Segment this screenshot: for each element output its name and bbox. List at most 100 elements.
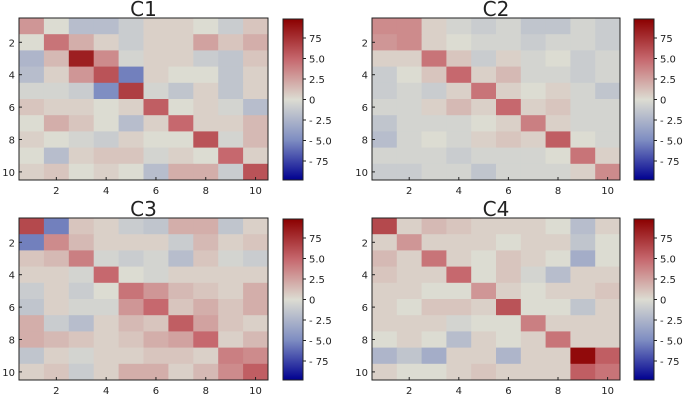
heatmap-cell <box>496 147 522 165</box>
heatmap-cell <box>372 34 398 51</box>
heatmap-cell <box>570 250 596 267</box>
heatmap-cell <box>570 115 596 132</box>
heatmap-cell <box>168 115 194 132</box>
heatmap-cell <box>218 347 244 365</box>
x-tick-label: 4 <box>456 186 462 197</box>
heatmap-cell <box>570 315 596 332</box>
heatmap-cell <box>496 282 522 300</box>
heatmap-cell <box>193 250 219 267</box>
heatmap-cell <box>118 50 144 67</box>
heatmap-cell <box>446 99 472 116</box>
colorbar-tick-label: 2.5 <box>309 275 325 286</box>
heatmap-cell <box>218 163 244 181</box>
heatmap-cell <box>372 147 398 165</box>
heatmap-cell <box>118 18 144 35</box>
heatmap-cell <box>243 99 269 116</box>
heatmap-cell <box>570 363 596 381</box>
heatmap-cell <box>595 315 621 332</box>
heatmap-cell <box>19 99 45 116</box>
heatmap-cell <box>118 266 144 284</box>
heatmap-cell <box>520 331 546 348</box>
heatmap-cell <box>93 163 119 181</box>
heatmap-cell <box>218 363 244 381</box>
y-tick-label: 6 <box>362 303 368 314</box>
heatmap-cell <box>218 331 244 348</box>
heatmap-cell <box>471 218 497 235</box>
x-tick-label: 6 <box>505 386 511 397</box>
heatmap-cell <box>471 115 497 132</box>
heatmap-cell <box>118 331 144 348</box>
heatmap-cell <box>143 115 169 132</box>
heatmap-cell <box>19 34 45 51</box>
heatmap-cell <box>421 331 447 348</box>
heatmap-cell <box>193 66 219 84</box>
heatmap-cell <box>168 99 194 116</box>
heatmap-cell <box>421 115 447 132</box>
heatmap-cell <box>19 163 45 181</box>
heatmap-cell <box>595 115 621 132</box>
heatmap-cell <box>19 299 45 316</box>
heatmap-cell <box>396 363 422 381</box>
heatmap-cell <box>372 115 398 132</box>
heatmap-cell <box>143 282 169 300</box>
heatmap-cell <box>545 315 571 332</box>
heatmap-cell <box>545 363 571 381</box>
heatmap-cell <box>496 250 522 267</box>
heatmap-cell <box>372 18 398 35</box>
heatmap-cell <box>520 282 546 300</box>
heatmap-cell <box>545 34 571 51</box>
heatmap-cell <box>68 163 95 181</box>
heatmap-cell <box>218 299 244 316</box>
heatmap-cell <box>570 50 596 67</box>
colorbar-tick-label: 0 <box>309 296 315 307</box>
heatmap-cell <box>19 18 45 35</box>
colorbar-tick-label: - 2.5 <box>309 116 332 127</box>
x-tick-label: 6 <box>153 386 159 397</box>
colorbar <box>283 219 303 380</box>
heatmap-cell <box>168 163 194 181</box>
heatmap-cell <box>446 50 472 67</box>
heatmap-cell <box>143 266 169 284</box>
heatmap-cell <box>118 99 144 116</box>
heatmap-cell <box>496 18 522 35</box>
heatmap-cell <box>193 82 219 100</box>
heatmap-cell <box>496 218 522 235</box>
heatmap-cell <box>19 131 45 148</box>
heatmap-cell <box>496 266 522 284</box>
heatmap-cell <box>446 234 472 251</box>
heatmap-cell <box>19 347 45 365</box>
x-tick-label: 10 <box>249 186 262 197</box>
heatmap-cell <box>520 315 546 332</box>
y-tick-label: 10 <box>355 368 368 379</box>
heatmap-cell <box>243 282 269 300</box>
heatmap-cell <box>168 218 194 235</box>
heatmap-cell <box>218 218 244 235</box>
heatmap-cell <box>396 347 422 365</box>
heatmap-cell <box>93 82 119 100</box>
heatmap-cell <box>68 234 95 251</box>
heatmap-cell <box>19 66 45 84</box>
heatmap-cell <box>143 234 169 251</box>
heatmap-cell <box>396 234 422 251</box>
heatmap-cell <box>421 299 447 316</box>
heatmap-cell <box>143 315 169 332</box>
heatmap-cell <box>372 266 398 284</box>
heatmap-cell <box>93 218 119 235</box>
heatmap-cell <box>43 82 70 100</box>
plot-frame <box>18 217 269 381</box>
heatmap-cell <box>545 299 571 316</box>
heatmap-cell <box>595 66 621 84</box>
colorbar-tick-label: - 5.0 <box>660 137 683 148</box>
heatmap-cell <box>471 66 497 84</box>
heatmap-cell <box>496 34 522 51</box>
heatmap-cell <box>118 299 144 316</box>
heatmap-cell <box>93 147 119 165</box>
heatmap-cell <box>446 363 472 381</box>
heatmap-cell <box>372 218 398 235</box>
heatmap-cell <box>421 347 447 365</box>
heatmap-cell <box>118 82 144 100</box>
heatmap-cell <box>570 163 596 181</box>
heatmap-cell <box>243 299 269 316</box>
heatmap-panel-2: C2 2 4 6 8 10 2 4 6 8 10 75 5.0 2.5 0 - 2.5 - 5.0 - 75 <box>355 0 682 197</box>
heatmap-cell <box>93 331 119 348</box>
